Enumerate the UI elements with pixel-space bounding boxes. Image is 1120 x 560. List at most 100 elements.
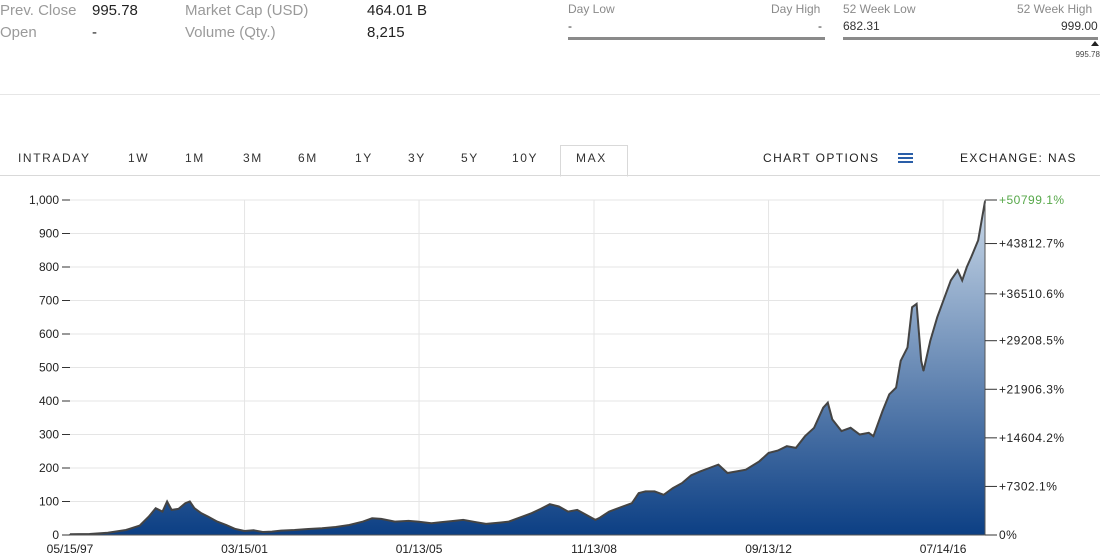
header-separator (0, 94, 1100, 95)
price-point (745, 469, 747, 471)
tab-1w[interactable]: 1W (128, 151, 150, 165)
y-tick-label: 200 (39, 461, 59, 475)
price-point (827, 402, 829, 404)
price-point (717, 464, 720, 466)
price-point (726, 472, 729, 474)
price-point (335, 526, 337, 528)
market-cap-label: Market Cap (USD) (185, 2, 309, 19)
right-tick-label: 0% (999, 528, 1017, 542)
exchange-label: EXCHANGE: NAS (960, 151, 1077, 165)
y-tick-label: 700 (39, 294, 59, 308)
price-point (280, 530, 282, 532)
right-tick-label: +36510.6% (999, 287, 1065, 301)
price-point (984, 200, 986, 202)
price-point (599, 517, 601, 519)
price-point (177, 508, 180, 510)
right-tick-label: +43812.7% (999, 237, 1065, 251)
tab-intraday[interactable]: INTRADAY (18, 151, 91, 165)
price-point (708, 467, 710, 469)
tab-3y[interactable]: 3Y (408, 151, 426, 165)
price-point (608, 511, 610, 513)
price-point (758, 460, 761, 462)
price-point (681, 482, 683, 484)
price-point (594, 519, 597, 521)
tab-max[interactable]: MAX (576, 151, 607, 165)
menu-icon[interactable] (898, 153, 913, 164)
y-tick-label: 0 (52, 528, 59, 542)
price-point (736, 470, 738, 472)
price-point (531, 512, 533, 514)
price-point (262, 531, 264, 533)
price-point (107, 532, 109, 534)
price-point (161, 511, 164, 513)
price-point (508, 521, 510, 523)
price-point (189, 500, 191, 503)
chart-axes: 0 100 200 300 400 500 600 700 800 900 1,000 05/15/9… (29, 193, 1065, 556)
tab-3m[interactable]: 3M (243, 151, 263, 165)
tab-6m[interactable]: 6M (298, 151, 318, 165)
tab-1y[interactable]: 1Y (355, 151, 373, 165)
x-tick-label: 11/13/08 (571, 542, 617, 556)
price-point (193, 507, 195, 509)
price-point (430, 522, 432, 524)
price-point (294, 529, 296, 531)
volume-label: Volume (Qty.) (185, 24, 276, 41)
price-point (271, 531, 273, 533)
volume-value: 8,215 (367, 24, 405, 41)
price-point (234, 528, 236, 530)
price-point (417, 521, 419, 523)
y-tick-label: 400 (39, 394, 59, 408)
week52-range-bar (843, 37, 1098, 40)
tab-5y[interactable]: 5Y (461, 151, 479, 165)
price-point (485, 523, 487, 525)
x-tick-label: 07/14/16 (920, 542, 967, 556)
price-point (922, 370, 925, 372)
price-point (804, 435, 806, 437)
week52-high-label: 52 Week High (1017, 2, 1093, 16)
prev-close-label: Prev. Close (0, 2, 77, 19)
price-point (462, 519, 464, 521)
price-point (155, 507, 157, 509)
price-point (638, 492, 640, 494)
price-point (225, 524, 227, 526)
price-point (476, 521, 478, 523)
week52-high-value: 999.00 (1061, 19, 1098, 33)
price-point (644, 490, 647, 492)
price-point (89, 533, 91, 535)
price-point (69, 533, 71, 535)
price-point (631, 502, 633, 504)
price-point (950, 279, 952, 281)
price-point (699, 470, 701, 472)
price-point (243, 530, 246, 532)
price-point (558, 505, 560, 508)
chart-options-button[interactable]: CHART OPTIONS (763, 151, 880, 165)
price-point (408, 520, 410, 522)
price-point (966, 266, 968, 268)
week52-marker-value: 995.78 (1075, 50, 1100, 59)
price-point (881, 410, 884, 412)
price-point (139, 525, 141, 527)
week52-marker-icon (1091, 41, 1100, 46)
y-tick-label: 500 (39, 361, 59, 375)
price-point (777, 450, 779, 452)
price-point (549, 503, 551, 505)
price-point (859, 433, 861, 436)
x-tick-label: 01/13/05 (396, 542, 443, 556)
price-point (868, 432, 870, 434)
price-point (840, 430, 843, 432)
price-point (439, 521, 442, 523)
price-point (540, 508, 542, 510)
open-label: Open (0, 24, 37, 41)
price-point (888, 393, 890, 395)
prev-close-value: 995.78 (92, 2, 138, 19)
y-tick-label: 900 (39, 227, 59, 241)
price-point (576, 509, 578, 511)
y-tick-label: 300 (39, 428, 59, 442)
price-point (654, 490, 656, 492)
tab-10y[interactable]: 10Y (512, 151, 539, 165)
price-point (321, 527, 323, 529)
tab-1m[interactable]: 1M (185, 151, 205, 165)
day-low-value: - (568, 19, 572, 33)
price-point (394, 521, 396, 523)
